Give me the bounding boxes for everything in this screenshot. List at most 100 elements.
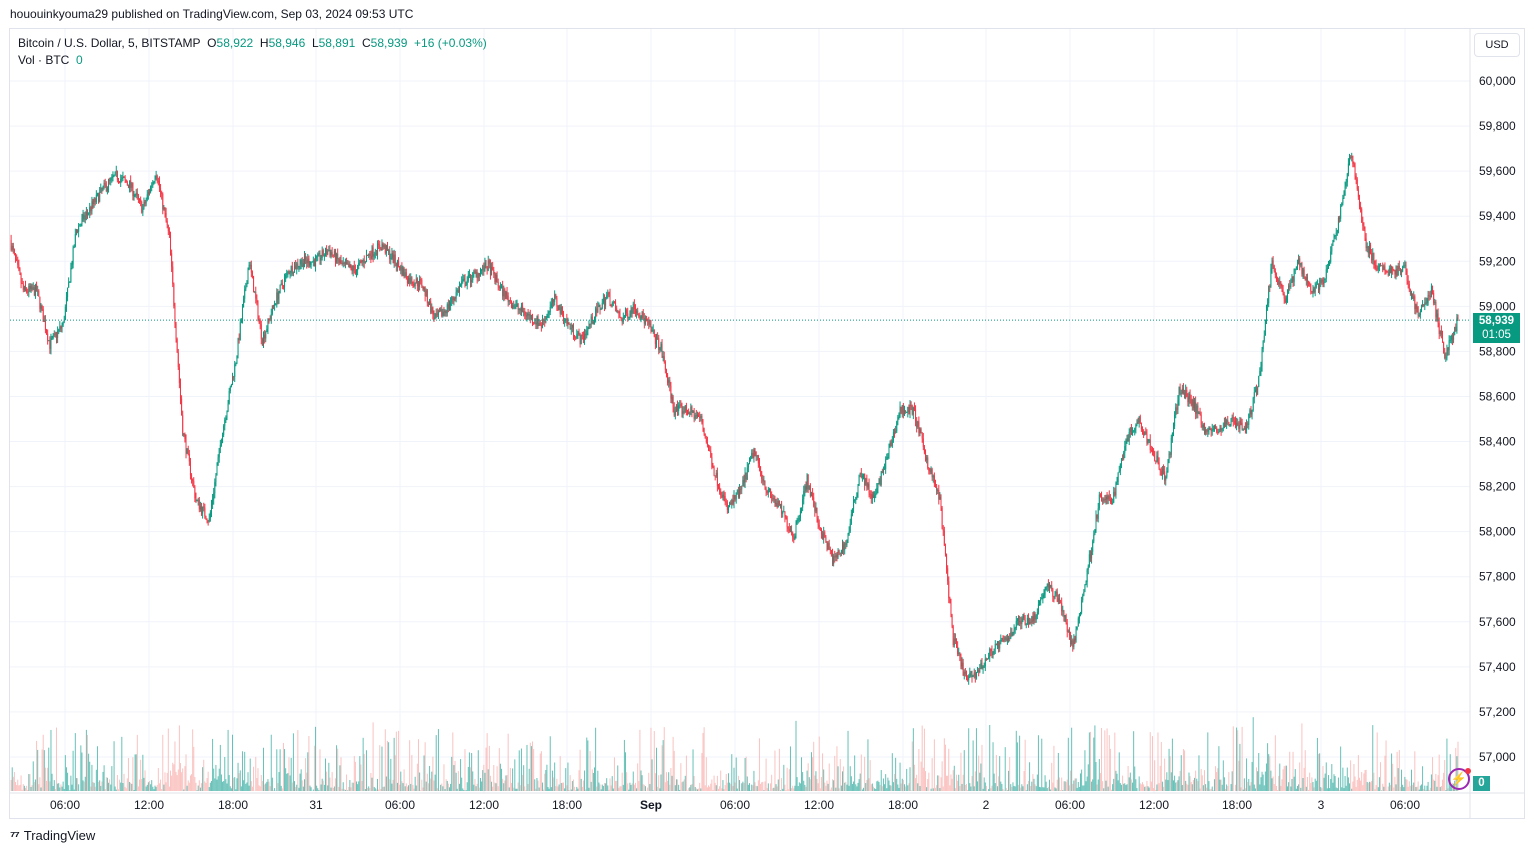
volume-bar xyxy=(601,784,603,791)
volume-bar xyxy=(1419,785,1421,791)
candle-body xyxy=(917,421,919,428)
symbol-title[interactable]: Bitcoin / U.S. Dollar, 5, BITSTAMP xyxy=(18,36,201,50)
candle-body xyxy=(453,298,455,301)
candle-body xyxy=(636,310,638,313)
candle-body xyxy=(70,267,72,282)
volume-bar xyxy=(259,786,261,791)
candle-body xyxy=(41,305,43,309)
candle-body xyxy=(486,268,488,271)
candle-body xyxy=(1029,621,1031,625)
volume-bar xyxy=(949,785,951,791)
candle-body xyxy=(564,320,566,322)
volume-bar xyxy=(163,784,165,791)
candle-body xyxy=(380,248,382,251)
volume-bar xyxy=(723,789,725,791)
volume-bar xyxy=(874,788,876,791)
candle-body xyxy=(634,309,636,313)
candle-body xyxy=(1423,304,1425,306)
candle-body xyxy=(1102,500,1104,502)
volume-bar xyxy=(712,790,714,791)
candle-body xyxy=(1363,225,1365,229)
candle-body xyxy=(294,265,296,273)
candle-body xyxy=(829,549,831,551)
volume-bar xyxy=(631,783,633,791)
candle-body xyxy=(1126,438,1128,441)
volume-label[interactable]: Vol · BTC xyxy=(18,53,70,67)
volume-bar xyxy=(1413,782,1415,791)
candle-body xyxy=(619,313,621,318)
candle-body xyxy=(75,229,77,235)
candle-body xyxy=(331,252,333,255)
candle-body xyxy=(870,493,872,499)
volume-bar xyxy=(967,789,969,791)
candle-body xyxy=(446,304,448,314)
candle-body xyxy=(587,326,589,331)
currency-button[interactable]: USD xyxy=(1474,33,1520,57)
volume-bar xyxy=(845,781,847,791)
volume-bar xyxy=(1318,754,1320,791)
candle-body xyxy=(787,527,789,529)
volume-bar xyxy=(973,786,975,791)
candle-body xyxy=(736,490,738,493)
volume-bar xyxy=(622,784,624,791)
candle-body xyxy=(297,263,299,268)
volume-bar xyxy=(999,756,1001,791)
volume-bar xyxy=(383,786,385,791)
candle-body xyxy=(611,302,613,306)
volume-bar xyxy=(744,758,746,791)
lightning-icon[interactable]: ⚡ xyxy=(1448,768,1471,790)
candle-body xyxy=(210,504,212,513)
volume-bar xyxy=(1146,780,1148,791)
volume-bar xyxy=(1232,726,1234,791)
footer-brand[interactable]: ⁷⁷ TradingView xyxy=(10,828,95,843)
candle-body xyxy=(51,338,53,340)
volume-bar xyxy=(710,783,712,791)
volume-bar xyxy=(124,786,126,791)
candle-body xyxy=(1394,270,1396,275)
volume-bar xyxy=(1055,788,1057,791)
candle-body xyxy=(1436,313,1438,318)
volume-bar xyxy=(1001,783,1003,791)
volume-bar xyxy=(139,779,141,791)
candle-body xyxy=(1009,638,1011,640)
candle-body xyxy=(1005,637,1007,641)
candle-body xyxy=(288,271,290,274)
candle-body xyxy=(166,220,168,225)
candle-body xyxy=(401,266,403,276)
candle-body xyxy=(868,483,870,494)
volume-bar xyxy=(95,769,97,791)
candle-body xyxy=(805,485,807,490)
volume-bar xyxy=(829,789,831,791)
candle-body xyxy=(1382,265,1384,271)
candle-body xyxy=(1127,438,1129,442)
volume-bar xyxy=(1336,788,1338,791)
volume-bar xyxy=(689,787,691,791)
candle-body xyxy=(1023,614,1025,621)
volume-bar xyxy=(1281,779,1283,791)
candle-body xyxy=(341,263,343,265)
volume-bar xyxy=(1203,770,1205,791)
volume-bar xyxy=(93,782,95,791)
volume-bar xyxy=(890,785,892,791)
volume-bar xyxy=(564,788,566,791)
volume-bar xyxy=(1267,743,1269,791)
chart-frame[interactable] xyxy=(9,28,1525,819)
candle-body xyxy=(665,369,667,376)
volume-bar xyxy=(403,769,405,791)
volume-bar xyxy=(1180,755,1182,791)
volume-bar xyxy=(121,736,123,791)
volume-bar xyxy=(1388,782,1390,791)
candle-body xyxy=(1428,295,1430,297)
volume-bar xyxy=(325,758,327,791)
volume-bar xyxy=(700,788,702,791)
volume-bar xyxy=(692,749,694,791)
volume-bar xyxy=(1011,786,1013,791)
candle-body xyxy=(581,334,583,337)
candle-body xyxy=(1061,602,1063,612)
candle-body xyxy=(1112,502,1114,504)
candle-body xyxy=(1405,264,1407,271)
candle-body xyxy=(559,305,561,314)
candle-body xyxy=(53,333,55,336)
volume-bar xyxy=(545,770,547,791)
